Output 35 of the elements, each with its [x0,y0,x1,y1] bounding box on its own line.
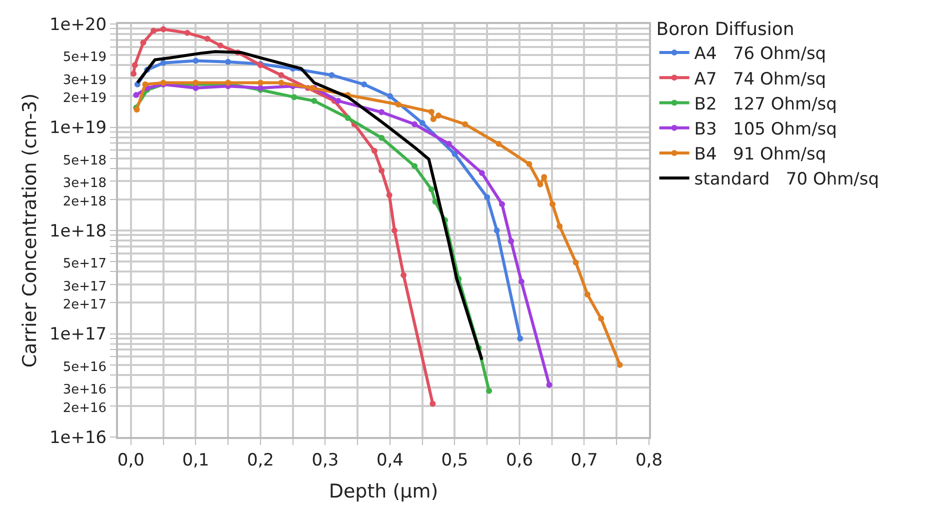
y-tick-label: 5e+18 [62,153,107,168]
legend-label: B3 105 Ohm/sq [694,119,837,140]
y-tick-label: 5e+17 [62,256,107,272]
y-tick-label: 5e+19 [62,50,107,66]
y-tick-label: 1e+17 [49,324,107,345]
x-axis-title: Depth (µm) [328,480,438,503]
x-tick-label: 0,1 [182,450,210,470]
legend-title: Boron Diffusion [656,19,794,40]
y-tick-label: 3e+17 [62,279,107,294]
y-tick-label: 2e+19 [62,91,107,106]
y-tick-label: 3e+16 [62,382,107,398]
x-tick-label: 0,2 [246,450,274,470]
y-tick-label: 1e+16 [49,428,107,448]
legend-label: A4 76 Ohm/sq [694,44,826,64]
x-tick-label: 0,4 [376,450,404,470]
y-tick-label: 1e+18 [49,221,107,242]
legend-label: B4 91 Ohm/sq [694,144,826,165]
legend-label: B2 127 Ohm/sq [694,94,837,114]
y-tick-label: 5e+16 [62,360,107,375]
x-tick-label: 0,6 [506,450,534,470]
y-tick-label: 1e+20 [49,14,107,35]
x-tick-label: 0,3 [312,450,339,470]
y-tick-label: 2e+18 [62,194,107,210]
y-tick-label: 2e+17 [62,298,107,313]
y-axis-title: Carrier Concentration (cm-3) [18,93,41,368]
y-tick-label: 1e+19 [49,118,107,138]
y-tick-label: 2e+16 [62,400,107,416]
x-tick-label: 0,7 [570,450,598,470]
y-tick-label: 3e+19 [62,72,107,88]
legend-label: standard 70 Ohm/sq [694,170,880,190]
x-tick-label: 0,8 [635,450,663,470]
x-tick-label: 0,0 [117,450,144,470]
x-tick-label: 0,5 [441,450,468,470]
y-tick-label: 3e+18 [62,176,107,192]
legend-label: A7 74 Ohm/sq [694,69,826,90]
